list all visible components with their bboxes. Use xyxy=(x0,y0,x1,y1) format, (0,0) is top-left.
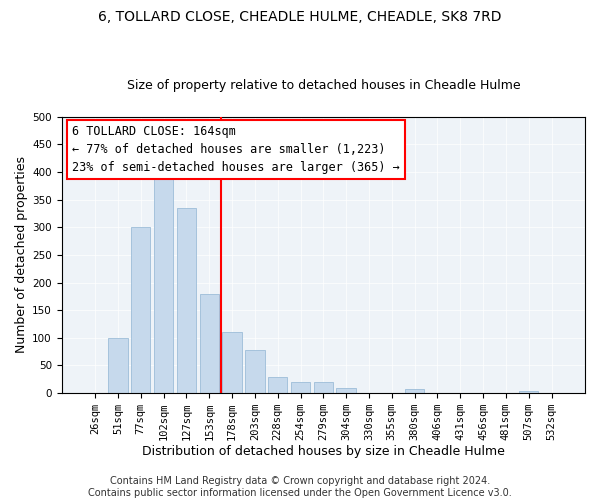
Bar xyxy=(245,350,265,393)
Text: 6 TOLLARD CLOSE: 164sqm
← 77% of detached houses are smaller (1,223)
23% of semi: 6 TOLLARD CLOSE: 164sqm ← 77% of detache… xyxy=(72,125,400,174)
Text: Contains HM Land Registry data © Crown copyright and database right 2024.
Contai: Contains HM Land Registry data © Crown c… xyxy=(88,476,512,498)
Bar xyxy=(291,382,310,393)
Y-axis label: Number of detached properties: Number of detached properties xyxy=(15,156,28,354)
Bar xyxy=(314,382,333,393)
Title: Size of property relative to detached houses in Cheadle Hulme: Size of property relative to detached ho… xyxy=(127,79,520,92)
Bar xyxy=(108,338,128,393)
Bar xyxy=(177,208,196,393)
Bar xyxy=(223,332,242,393)
Bar xyxy=(519,392,538,393)
Bar xyxy=(131,228,151,393)
Text: 6, TOLLARD CLOSE, CHEADLE HULME, CHEADLE, SK8 7RD: 6, TOLLARD CLOSE, CHEADLE HULME, CHEADLE… xyxy=(98,10,502,24)
Bar xyxy=(268,376,287,393)
Bar xyxy=(337,388,356,393)
Bar xyxy=(154,166,173,393)
Bar xyxy=(200,294,219,393)
X-axis label: Distribution of detached houses by size in Cheadle Hulme: Distribution of detached houses by size … xyxy=(142,444,505,458)
Bar xyxy=(405,389,424,393)
